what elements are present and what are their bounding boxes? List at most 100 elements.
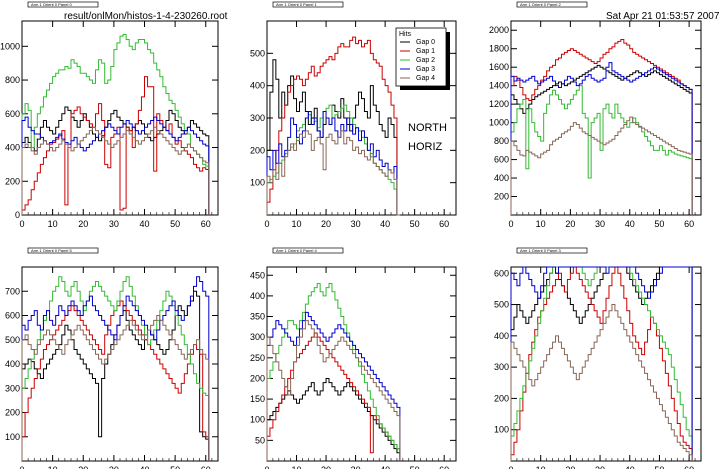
y-tick-label: 1000 xyxy=(489,118,509,128)
x-tick-label: 0 xyxy=(508,465,513,469)
y-tick-label: 600 xyxy=(494,268,509,278)
y-tick-label: 1200 xyxy=(489,99,509,109)
x-tick-label: 10 xyxy=(292,465,302,469)
series-gap-4 xyxy=(266,320,401,461)
panel-2: Arm 1 Orient 0 Panel 2 0 10 20 30 40 50 60 200 40… xyxy=(489,1,702,229)
series-gap-4 xyxy=(266,130,400,216)
x-tick-label: 50 xyxy=(654,465,664,469)
series-gap-2 xyxy=(21,276,210,461)
x-tick-label: 60 xyxy=(684,219,694,229)
y-tick-label: 150 xyxy=(250,394,265,404)
panel-frame xyxy=(510,20,702,216)
panel-title: Arm 1 Orient 0 Panel 5 xyxy=(31,248,72,253)
x-tick-label: 10 xyxy=(536,219,546,229)
y-tick-label: 300 xyxy=(494,362,509,372)
panel-4: Arm 1 Orient 0 Panel 4 0 10 20 30 40 50 60 50 100… xyxy=(250,247,457,469)
x-tick-label: 50 xyxy=(170,219,180,229)
y-tick-label: 400 xyxy=(250,81,265,91)
series-gap-3 xyxy=(266,111,400,216)
x-tick-label: 40 xyxy=(380,219,390,229)
panel-title: Arm 1 Orient 0 Panel 1 xyxy=(276,2,317,7)
x-tick-label: 20 xyxy=(78,219,88,229)
legend-entry: Gap 4 xyxy=(416,75,435,82)
x-tick-label: 30 xyxy=(595,219,605,229)
y-tick-label: 700 xyxy=(5,286,20,296)
y-tick-label: 400 xyxy=(5,143,20,153)
header-date: Sat Apr 21 01:53:57 2007 xyxy=(606,11,720,22)
x-tick-label: 0 xyxy=(508,219,513,229)
y-tick-label: 100 xyxy=(5,432,20,442)
x-tick-label: 30 xyxy=(351,219,361,229)
x-tick-label: 10 xyxy=(292,219,302,229)
panel-title-box: Arm 1 Orient 0 Panel 2 xyxy=(516,1,588,8)
legend-entry: Gap 3 xyxy=(416,66,435,73)
y-tick-label: 200 xyxy=(250,373,265,383)
panel-3: Arm 1 Orient 0 Panel 5 0 10 20 30 40 50 60 100 20… xyxy=(5,247,219,469)
y-tick-label: 800 xyxy=(494,136,509,146)
y-tick-label: 350 xyxy=(250,312,265,322)
legend-entry: Gap 2 xyxy=(416,57,435,64)
panel-1: Arm 1 Orient 0 Panel 1 0 10 20 30 40 50 60 100 20… xyxy=(250,1,457,229)
y-tick-label: 300 xyxy=(250,332,265,342)
panel-title: Arm 1 Orient 0 Panel 0 xyxy=(31,2,72,7)
x-tick-label: 0 xyxy=(19,219,24,229)
y-tick-label: 400 xyxy=(250,291,265,301)
series-gap-4 xyxy=(21,126,210,215)
x-tick-label: 30 xyxy=(351,465,361,469)
y-tick-label: 300 xyxy=(5,383,20,393)
series-gap-3 xyxy=(21,116,210,215)
y-tick-label: 200 xyxy=(5,408,20,418)
x-tick-label: 0 xyxy=(264,465,269,469)
y-tick-label: 200 xyxy=(250,145,265,155)
x-tick-label: 50 xyxy=(654,219,664,229)
y-tick-label: 500 xyxy=(250,48,265,58)
x-tick-label: 40 xyxy=(380,465,390,469)
y-tick-label: 1400 xyxy=(489,81,509,91)
series-gap-4 xyxy=(510,304,693,461)
series-gap-0 xyxy=(510,266,693,461)
x-tick-label: 40 xyxy=(625,219,635,229)
x-tick-label: 40 xyxy=(139,465,149,469)
series-gap-4 xyxy=(510,116,693,215)
y-tick-label: 400 xyxy=(494,173,509,183)
panel-title-box: Arm 1 Orient 0 Panel 1 xyxy=(272,1,344,8)
panel-title: Arm 1 Orient 0 Panel 4 xyxy=(276,248,317,253)
series-gap-2 xyxy=(510,85,693,215)
x-tick-label: 20 xyxy=(78,465,88,469)
series-gap-0 xyxy=(21,106,210,215)
y-tick-label: 1000 xyxy=(0,41,20,51)
x-tick-label: 60 xyxy=(684,465,694,469)
series-gap-1 xyxy=(510,38,693,215)
legend-box xyxy=(395,27,447,87)
y-tick-label: 450 xyxy=(250,270,265,280)
panel-0: Arm 1 Orient 0 Panel 00 10 20 30 40 50 6002004… xyxy=(0,1,219,229)
x-tick-label: 10 xyxy=(48,465,58,469)
x-tick-label: 20 xyxy=(321,465,331,469)
legend-entry: Gap 0 xyxy=(416,39,435,46)
y-tick-label: 500 xyxy=(494,300,509,310)
y-tick-label: 0 xyxy=(15,210,20,220)
y-tick-label: 200 xyxy=(494,192,509,202)
series-gap-3 xyxy=(21,276,210,461)
x-tick-label: 60 xyxy=(201,465,211,469)
x-tick-label: 40 xyxy=(625,465,635,469)
x-tick-label: 30 xyxy=(109,219,119,229)
x-tick-label: 50 xyxy=(410,219,420,229)
panel-5: Arm 1 Orient 0 Panel 3 0 10 20 30 40 50 60 100 20… xyxy=(494,247,702,469)
series-gap-4 xyxy=(21,315,210,461)
x-tick-label: 60 xyxy=(439,465,449,469)
legend: Hits Gap 0 Gap 1 Gap 2 Gap 3 Gap 4 xyxy=(395,27,450,90)
y-tick-label: 200 xyxy=(494,393,509,403)
series-gap-1 xyxy=(266,36,400,216)
panel-title-box: Arm 1 Orient 0 Panel 0 xyxy=(27,1,99,8)
y-tick-label: 600 xyxy=(494,155,509,165)
series-gap-3 xyxy=(266,311,401,461)
y-tick-label: 400 xyxy=(5,359,20,369)
header-file: result/onlMon/histos-1-4-230260.root xyxy=(64,11,228,22)
panel-title: Arm 1 Orient 0 Panel 3 xyxy=(520,248,561,253)
annotation-horiz: HORIZ xyxy=(408,141,443,153)
annotation-north: NORTH xyxy=(408,122,447,134)
y-tick-label: 200 xyxy=(5,176,20,186)
y-tick-label: 100 xyxy=(494,425,509,435)
